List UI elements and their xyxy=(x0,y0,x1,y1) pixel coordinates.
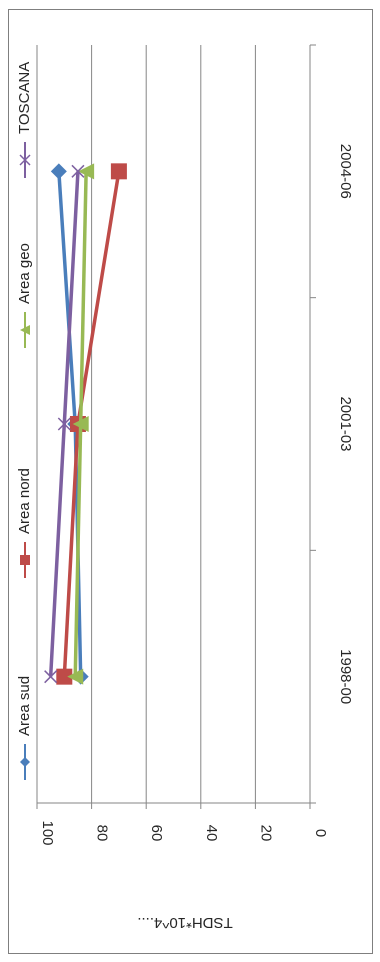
legend-entry: Area geo xyxy=(16,243,33,348)
data-point-x xyxy=(71,164,85,178)
value-tick-label: 20 xyxy=(257,825,274,842)
series-toscana xyxy=(44,164,85,684)
category-tick-label: 1998-00 xyxy=(337,649,354,704)
data-point-diamond xyxy=(50,163,67,180)
legend-label: TOSCANA xyxy=(16,62,33,134)
chart-frame xyxy=(8,9,373,954)
legend-label: Area geo xyxy=(16,243,33,304)
value-axis-title: TSDH*10^4.... xyxy=(137,914,232,931)
data-point-square xyxy=(56,668,73,685)
value-tick-label: 60 xyxy=(148,825,165,842)
value-tick-labels: 0 20 40 60 80 100 xyxy=(39,820,329,845)
axes xyxy=(37,45,311,804)
legend-label: Area sud xyxy=(16,676,33,736)
series-area-geo xyxy=(67,163,95,685)
category-tick-label: 2001-03 xyxy=(337,396,354,451)
legend-entry: Area sud xyxy=(16,676,33,780)
value-tick-label: 40 xyxy=(203,825,220,842)
data-point-diamond xyxy=(20,757,30,767)
category-tick-labels: 1998-00 2001-03 2004-06 xyxy=(337,144,354,704)
data-point-triangle xyxy=(72,416,89,432)
data-point-x-stroke xyxy=(57,417,71,431)
data-point-square xyxy=(20,555,30,565)
data-point-x-stroke xyxy=(71,164,85,178)
gridlines xyxy=(36,44,316,809)
value-tick-label: 0 xyxy=(312,829,329,837)
value-tick-label: 80 xyxy=(94,825,111,842)
legend: Area sud Area nord Area geo TOSCANA xyxy=(16,62,33,780)
data-point-triangle xyxy=(67,668,84,685)
data-point-triangle xyxy=(20,325,30,335)
data-point-x-stroke xyxy=(19,154,31,166)
data-point-x xyxy=(19,154,31,166)
legend-entry: TOSCANA xyxy=(16,62,33,178)
data-point-x-stroke xyxy=(44,670,58,684)
legend-label: Area nord xyxy=(16,468,33,534)
legend-entry: Area nord xyxy=(16,468,33,578)
data-point-square xyxy=(110,163,127,180)
series-lines xyxy=(44,163,127,685)
value-tick-label: 100 xyxy=(39,820,56,845)
data-point-x xyxy=(44,670,58,684)
data-point-triangle xyxy=(78,163,95,180)
category-tick-label: 2004-06 xyxy=(337,144,354,199)
data-point-x xyxy=(57,417,71,431)
